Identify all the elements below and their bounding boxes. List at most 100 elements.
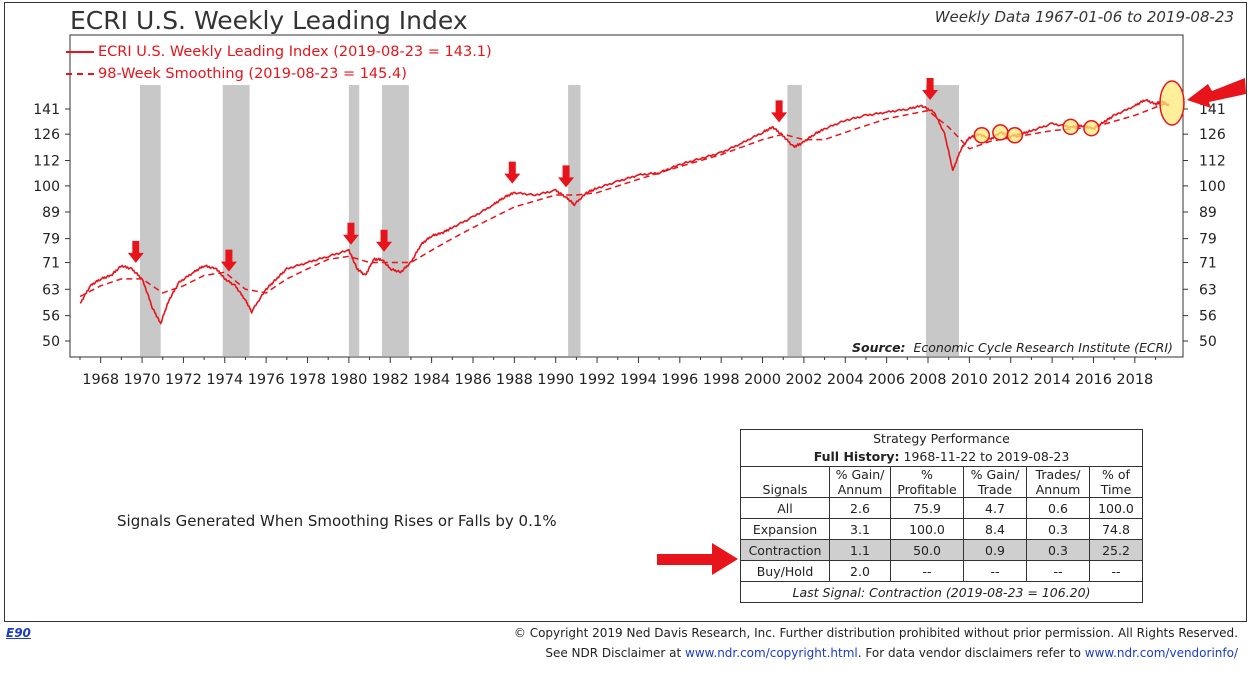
- table-history-row: Full History: 1968-11-22 to 2019-08-23: [740, 446, 1143, 467]
- signal-arrow: [504, 161, 521, 184]
- highlight-circle: [1083, 119, 1100, 137]
- x-tick-label: 2002: [785, 372, 822, 388]
- disclaimer-prefix: See NDR Disclaimer at: [545, 646, 682, 660]
- legend-label-dashed: 98-Week Smoothing (2019-08-23 = 145.4): [98, 66, 407, 82]
- x-tick-label: 1994: [620, 372, 657, 388]
- signal-arrow: [127, 240, 144, 263]
- table-row-highlighted: Contraction 1.1 50.0 0.9 0.3 25.2: [740, 539, 1143, 561]
- source-text: Economic Cycle Research Institute (ECRI): [913, 340, 1173, 355]
- x-tick-label: 2004: [827, 372, 864, 388]
- signal-arrow: [342, 222, 359, 245]
- highlight-ellipse-latest: [1159, 80, 1185, 126]
- history-range: 1968-11-22 to 2019-08-23: [903, 448, 1070, 464]
- cell: 3.1: [829, 518, 891, 540]
- x-tick-label: 2018: [1116, 372, 1153, 388]
- header-gain-trade: % Gain/ Trade: [963, 466, 1027, 498]
- x-tick-label: 2014: [1034, 372, 1071, 388]
- cell: Buy/Hold: [740, 560, 830, 582]
- x-tick-label: 1986: [455, 372, 492, 388]
- cell: 0.3: [1026, 518, 1090, 540]
- cell: 25.2: [1089, 539, 1143, 561]
- x-tick-label: 1978: [289, 372, 326, 388]
- recession-band: [222, 85, 250, 356]
- x-tick-label: 1984: [413, 372, 450, 388]
- y-tick-label-right: 71: [1199, 256, 1217, 272]
- x-tick-label: 1988: [496, 372, 533, 388]
- highlight-circle: [973, 126, 991, 144]
- plot-area: [69, 34, 1184, 358]
- header-signals: Signals: [740, 466, 830, 498]
- cell: 74.8: [1089, 518, 1143, 540]
- signal-arrow: [922, 78, 939, 101]
- disclaimer-mid: . For data vendor disclaimers refer to: [857, 646, 1081, 660]
- table-history: Full History: 1968-11-22 to 2019-08-23: [740, 446, 1143, 467]
- y-tick-label-right: 63: [1199, 282, 1217, 298]
- cell: 0.3: [1026, 539, 1090, 561]
- y-tick-label-left: 71: [42, 256, 60, 272]
- legend-swatch-solid: [66, 51, 94, 53]
- y-tick-label-left: 141: [33, 102, 60, 118]
- y-tick-label-right: 50: [1199, 334, 1217, 350]
- x-tick-label: 1970: [124, 372, 161, 388]
- signal-arrow: [220, 249, 237, 272]
- legend-item-dashed: 98-Week Smoothing (2019-08-23 = 145.4): [66, 63, 492, 85]
- x-tick-label: 1982: [372, 372, 409, 388]
- recession-band: [139, 85, 161, 356]
- source-label: Source:: [852, 340, 906, 355]
- cell: 4.7: [963, 497, 1027, 519]
- y-tick-label-right: 89: [1199, 205, 1217, 221]
- x-tick-label: 1980: [330, 372, 367, 388]
- recession-band: [568, 85, 581, 356]
- chart-subtitle: Weekly Data 1967-01-06 to 2019-08-23: [934, 8, 1234, 26]
- vendor-link[interactable]: www.ndr.com/vendorinfo/: [1084, 646, 1238, 660]
- y-tick-label-left: 100: [33, 179, 60, 195]
- chart-code-link[interactable]: E90: [6, 626, 31, 640]
- y-tick-label-right: 56: [1199, 309, 1217, 325]
- legend-label-solid: ECRI U.S. Weekly Leading Index (2019-08-…: [98, 44, 492, 60]
- cell: 100.0: [1089, 497, 1143, 519]
- table-row: Expansion 3.1 100.0 8.4 0.3 74.8: [740, 518, 1143, 540]
- x-tick-label: 2006: [868, 372, 905, 388]
- x-tick-label: 1974: [206, 372, 243, 388]
- table-footer-row: Last Signal: Contraction (2019-08-23 = 1…: [740, 581, 1143, 603]
- cell: 0.9: [963, 539, 1027, 561]
- history-label: Full History:: [813, 448, 900, 464]
- recession-band: [348, 85, 360, 356]
- x-tick-label: 1976: [248, 372, 285, 388]
- cell: 2.6: [829, 497, 891, 519]
- table-row: Buy/Hold 2.0 -- -- -- --: [740, 560, 1143, 582]
- legend-swatch-dashed: [66, 73, 94, 75]
- header-gain-annum: % Gain/ Annum: [829, 466, 891, 498]
- highlight-circle: [992, 124, 1009, 141]
- legend-item-solid: ECRI U.S. Weekly Leading Index (2019-08-…: [66, 41, 492, 63]
- y-tick-label-left: 79: [42, 232, 60, 248]
- x-tick-label: 1996: [661, 372, 698, 388]
- y-tick-label-left: 63: [42, 282, 60, 298]
- y-tick-label-left: 112: [33, 154, 60, 170]
- x-tick-label: 2016: [1075, 372, 1112, 388]
- y-tick-label-left: 126: [33, 127, 60, 143]
- y-tick-label-left: 50: [42, 334, 60, 350]
- signals-note: Signals Generated When Smoothing Rises o…: [117, 512, 557, 530]
- highlight-circle: [1006, 126, 1024, 144]
- copyright-link[interactable]: www.ndr.com/copyright.html: [685, 646, 858, 660]
- highlight-circle: [1062, 118, 1079, 136]
- cell: Expansion: [740, 518, 830, 540]
- table-row: All 2.6 75.9 4.7 0.6 100.0: [740, 497, 1143, 519]
- copyright-text: © Copyright 2019 Ned Davis Research, Inc…: [513, 626, 1238, 640]
- y-tick-label-right: 79: [1199, 232, 1217, 248]
- chart-frame: [4, 2, 1247, 622]
- x-tick-label: 1998: [703, 372, 740, 388]
- y-tick-label-right: 126: [1199, 127, 1226, 143]
- cell: 50.0: [890, 539, 964, 561]
- cell: 1.1: [829, 539, 891, 561]
- cell: --: [1089, 560, 1143, 582]
- cell: 8.4: [963, 518, 1027, 540]
- recession-band: [925, 85, 960, 356]
- cell: Contraction: [740, 539, 830, 561]
- table-title: Strategy Performance: [740, 429, 1143, 446]
- cell: 2.0: [829, 560, 891, 582]
- source-note: Source: Economic Cycle Research Institut…: [852, 340, 1173, 355]
- cell: --: [1026, 560, 1090, 582]
